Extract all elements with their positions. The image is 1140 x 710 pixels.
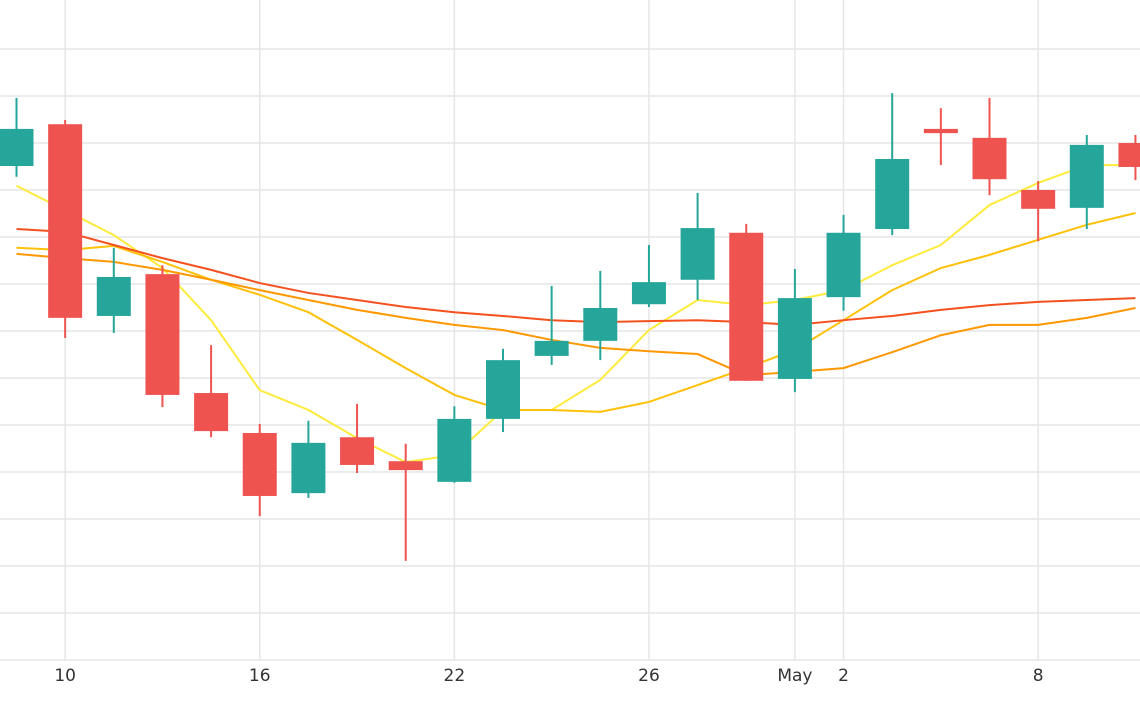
candle-body — [972, 137, 1007, 180]
x-tick-label: 10 — [54, 666, 76, 686]
candle-body — [923, 128, 958, 134]
candle-body — [631, 282, 666, 305]
candle-body — [777, 298, 812, 379]
candle-body — [242, 432, 277, 496]
candle-body — [0, 128, 34, 167]
candle-body — [534, 340, 569, 356]
moving-average-line — [16, 228, 1136, 326]
moving-average-line — [16, 164, 1136, 464]
x-tick-label: 2 — [838, 666, 849, 686]
candle-body — [826, 232, 861, 298]
candle-body — [340, 437, 375, 465]
x-tick-label: 16 — [249, 666, 271, 686]
candle-body — [1021, 190, 1056, 209]
candle-body — [680, 228, 715, 280]
x-tick-label: 26 — [638, 666, 660, 686]
candle-body — [48, 124, 83, 318]
candle-body — [291, 442, 326, 494]
moving-averages — [16, 164, 1136, 464]
x-tick-label: 8 — [1033, 666, 1044, 686]
candle-body — [1118, 143, 1140, 167]
candle-body — [1069, 144, 1104, 208]
x-tick-label: May — [777, 666, 812, 686]
x-tick-label: 22 — [444, 666, 466, 686]
x-axis: 10 16 22 26 May 2 8 — [54, 666, 1043, 686]
candles — [0, 93, 1140, 561]
candle-body — [875, 158, 910, 230]
candle-body — [194, 393, 229, 432]
candle-body — [486, 360, 520, 419]
candle-body — [145, 274, 180, 395]
candle-body — [437, 418, 472, 482]
candle-body — [583, 307, 618, 341]
moving-average-line — [16, 252, 1136, 377]
moving-average-line — [16, 212, 1136, 413]
candle-body — [388, 461, 423, 471]
candle-body — [729, 232, 764, 381]
candle-body — [96, 276, 131, 316]
